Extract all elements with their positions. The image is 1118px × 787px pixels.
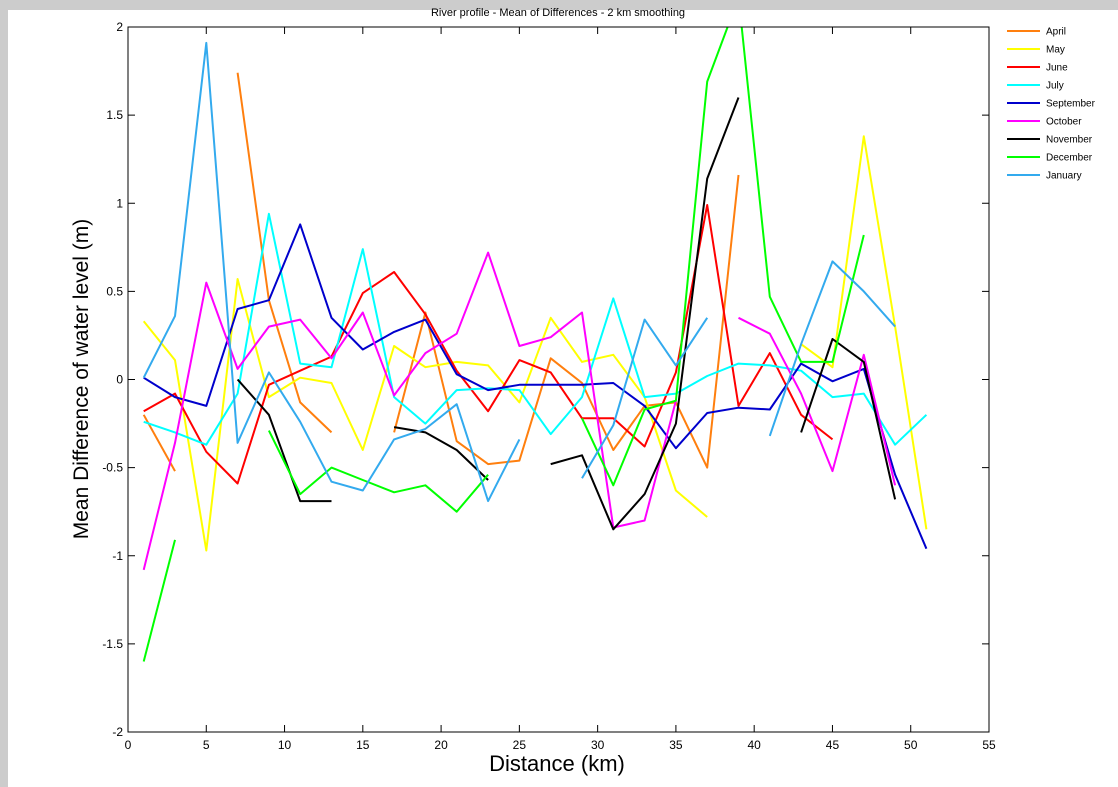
y-axis-label: Mean Difference of water level (m) xyxy=(70,219,93,540)
series-line-may-1 xyxy=(142,278,708,552)
series-line-november-3 xyxy=(550,97,740,531)
series-line-december-4 xyxy=(740,27,865,363)
x-axis-label: Distance (km) xyxy=(489,751,625,776)
legend-label-december: December xyxy=(1046,153,1093,164)
legend-label-april: April xyxy=(1046,27,1066,38)
y-tick-label: -1.5 xyxy=(102,637,123,651)
legend-label-january: January xyxy=(1046,171,1082,182)
legend-label-june: June xyxy=(1046,63,1068,74)
y-tick-label: 1.5 xyxy=(106,108,123,122)
x-tick-label: 50 xyxy=(904,738,918,752)
legend-label-july: July xyxy=(1046,81,1064,92)
x-tick-label: 40 xyxy=(748,738,762,752)
series-line-october-2 xyxy=(738,316,897,486)
series-line-january-1 xyxy=(142,41,521,503)
y-tick-label: -0.5 xyxy=(102,461,123,475)
x-tick-label: 45 xyxy=(826,738,840,752)
series-line-october-1 xyxy=(142,251,677,571)
series-line-june-1 xyxy=(143,204,834,485)
legend-label-october: October xyxy=(1046,117,1082,128)
y-tick-label: -2 xyxy=(112,725,123,739)
plot-area xyxy=(8,10,1118,787)
x-tick-label: 35 xyxy=(669,738,683,752)
series-lines xyxy=(142,27,928,662)
axes: 0 5 10 15 20 25 30 35 40 45 50 55 -2 -1.5 -1 -0.5 0 0.5 1 1… xyxy=(102,20,996,752)
series-line-december-3 xyxy=(581,27,729,487)
series-line-january-2 xyxy=(581,317,709,479)
series-line-april-2 xyxy=(236,72,333,434)
x-tick-label: 25 xyxy=(513,738,527,752)
y-tick-label: -1 xyxy=(112,549,123,563)
legend-label-november: November xyxy=(1046,135,1093,146)
x-tick-label: 0 xyxy=(125,738,132,752)
series-line-november-2 xyxy=(393,426,489,481)
y-tick-label: 1 xyxy=(116,196,123,210)
series-line-november-1 xyxy=(236,378,332,503)
x-tick-label: 5 xyxy=(203,738,210,752)
series-line-november-4 xyxy=(800,338,897,500)
series-line-may-2 xyxy=(800,135,928,530)
x-tick-label: 55 xyxy=(982,738,996,752)
y-tick-label: 0.5 xyxy=(106,284,123,298)
series-line-september-1 xyxy=(143,223,928,550)
legend: April May June July September October November… xyxy=(1007,27,1096,182)
legend-label-may: May xyxy=(1046,45,1065,56)
y-tick-label: 2 xyxy=(116,20,123,34)
legend-label-september: September xyxy=(1046,99,1096,110)
chart-title: River profile - Mean of Differences - 2 … xyxy=(431,7,685,19)
y-tick-label: 0 xyxy=(116,373,123,387)
series-line-december-2 xyxy=(268,430,489,513)
series-line-april-3 xyxy=(393,174,740,469)
x-tick-label: 30 xyxy=(591,738,605,752)
x-tick-label: 10 xyxy=(278,738,292,752)
x-tick-label: 15 xyxy=(356,738,370,752)
series-line-january-3 xyxy=(768,260,896,437)
series-line-december-1 xyxy=(142,539,176,662)
x-tick-label: 20 xyxy=(434,738,448,752)
